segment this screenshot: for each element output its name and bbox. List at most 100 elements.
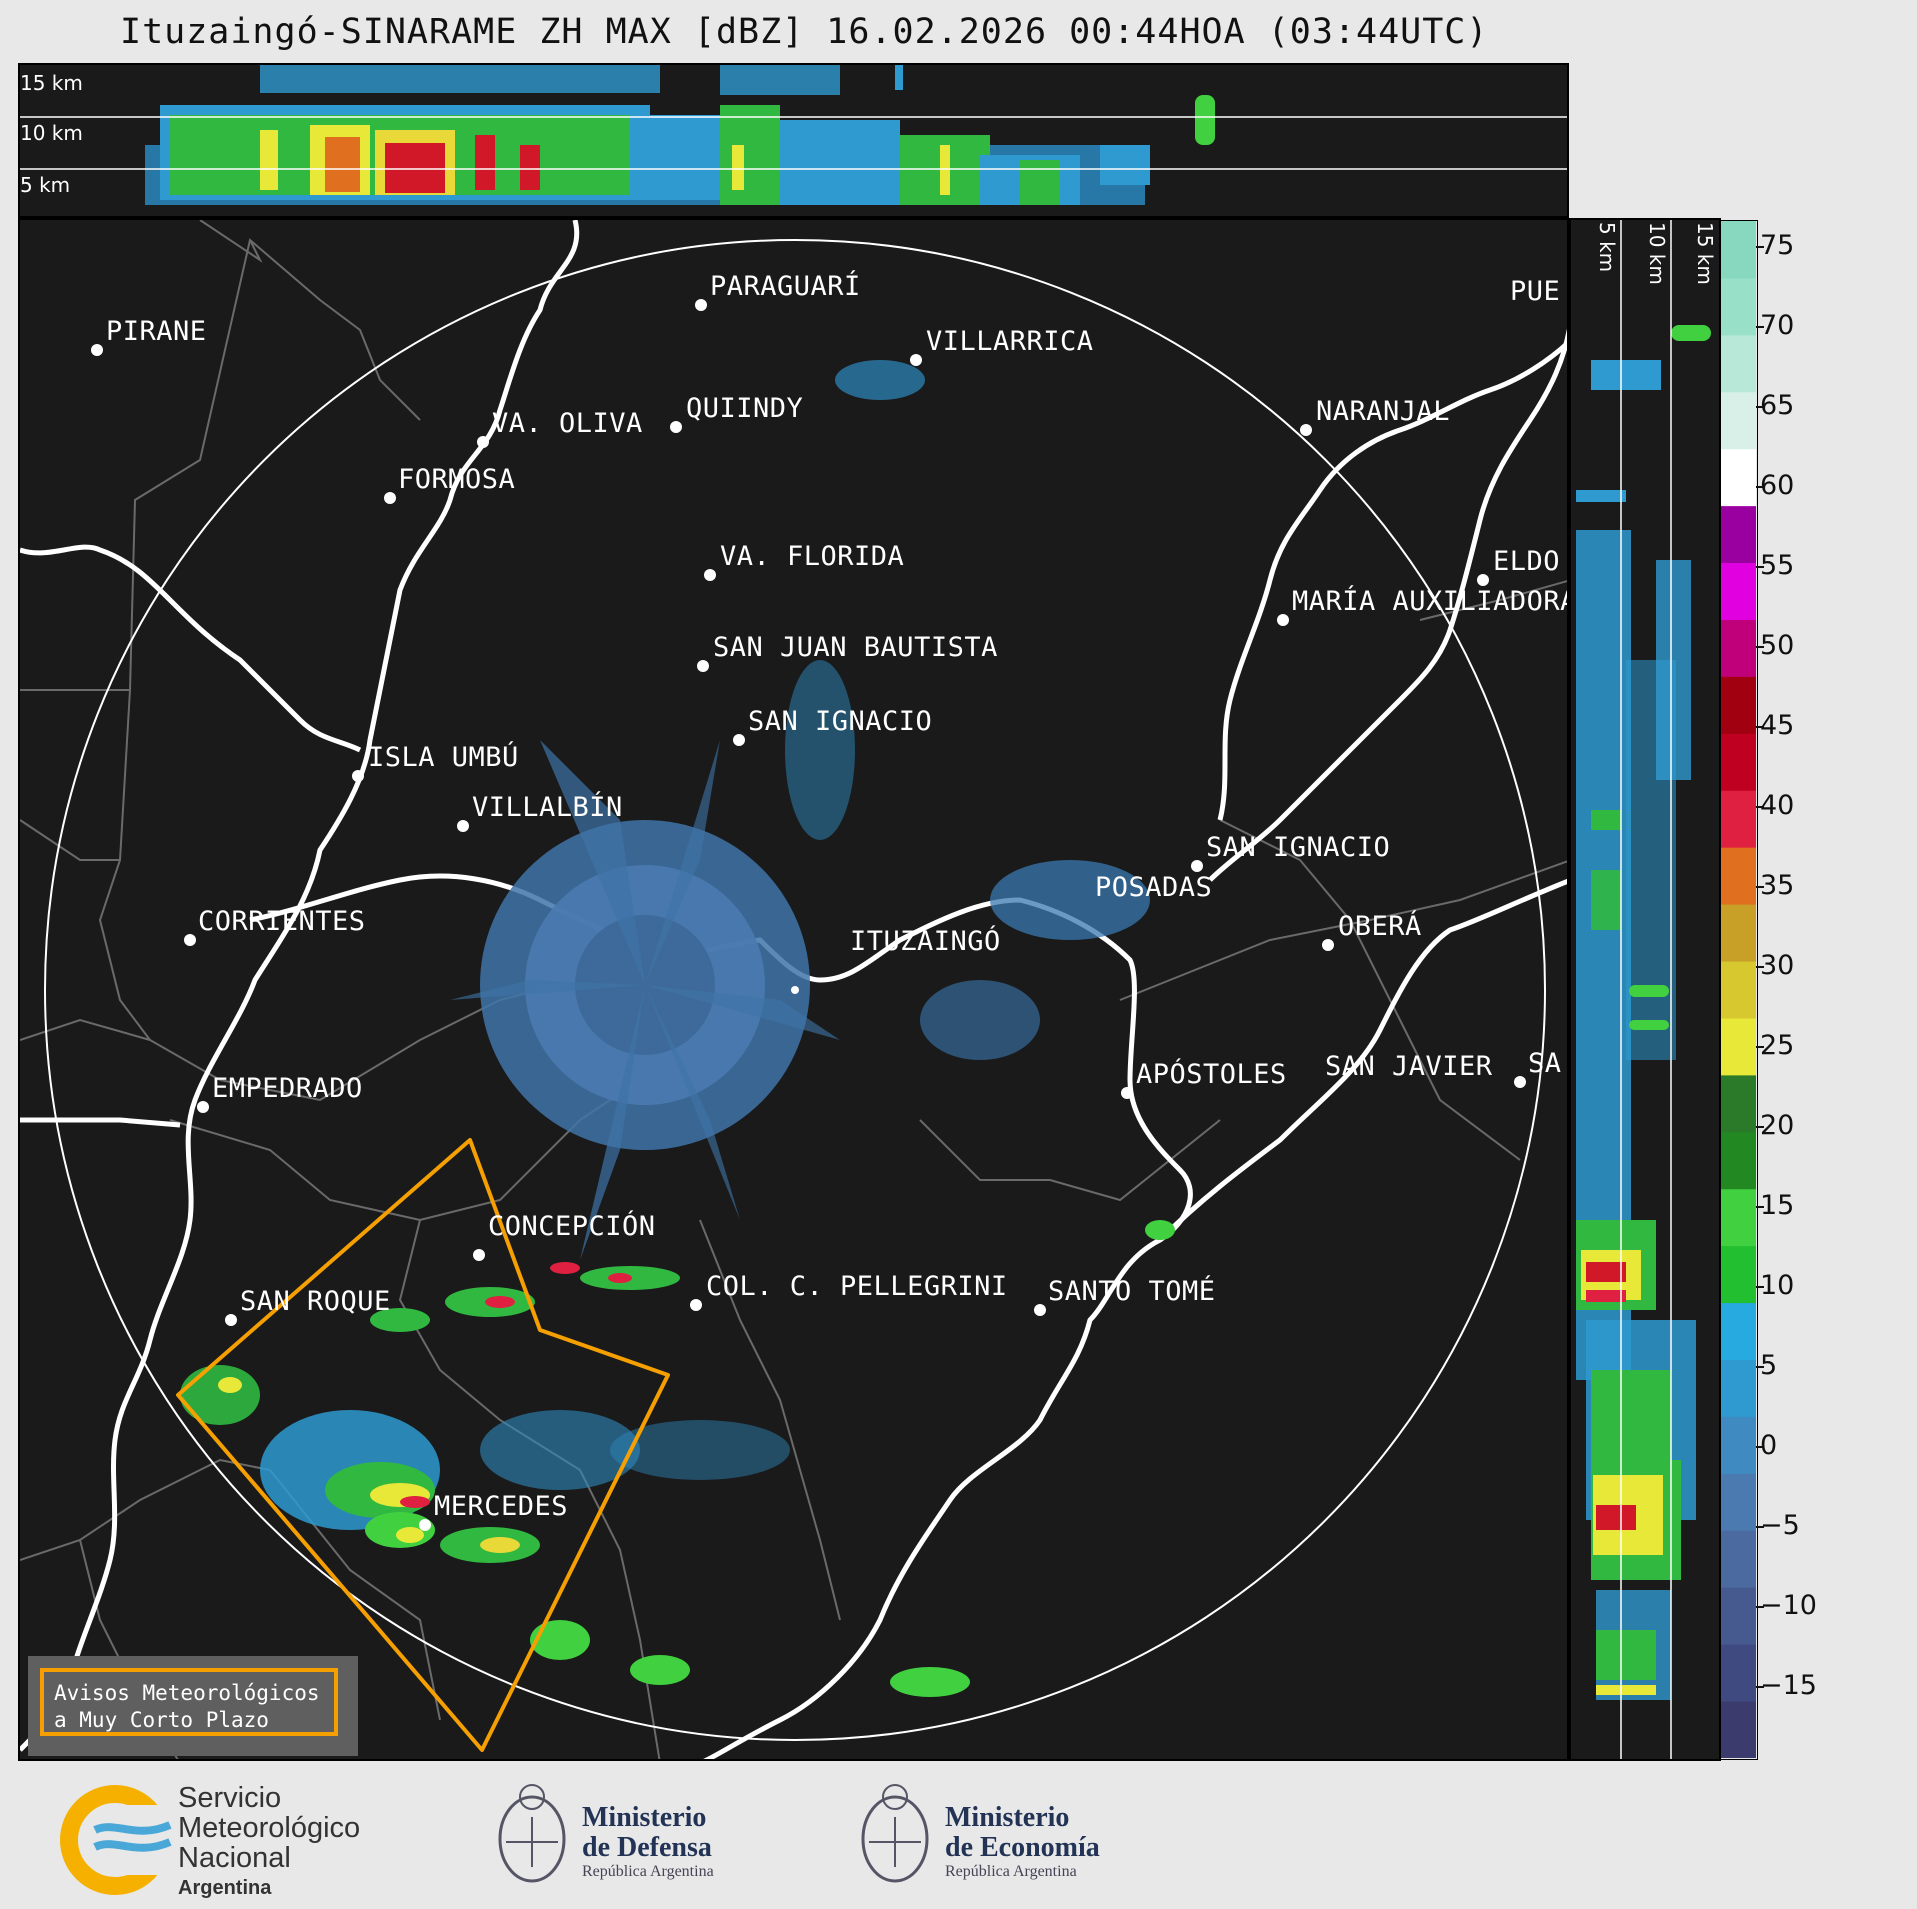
colorbar-segment — [1721, 391, 1756, 450]
city-dot-apostoles — [1121, 1087, 1133, 1099]
colorbar-segment — [1721, 847, 1756, 905]
colorbar-segment — [1721, 448, 1756, 507]
smn-logo-text: Servicio Meteorológico Nacional Argentin… — [178, 1783, 360, 1903]
smn-line1: Servicio — [178, 1782, 282, 1814]
cb-tick-40: 40 — [1755, 790, 1795, 821]
city-san-ignacio-ar: SAN IGNACIO — [1206, 832, 1390, 863]
economia-line3: República Argentina — [945, 1863, 1077, 1880]
admin-borders — [20, 220, 1567, 1759]
cb-tick-70: 70 — [1755, 310, 1795, 341]
side-echoes — [1576, 325, 1711, 1700]
cb-tick-55: 55 — [1755, 550, 1795, 581]
colorbar-segment — [1721, 277, 1756, 336]
dbz-colorbar — [1720, 220, 1758, 1760]
top-echoes — [145, 65, 1215, 205]
city-empedrado: EMPEDRADO — [212, 1073, 363, 1104]
city-ituzaingo: ITUZAINGÓ — [850, 925, 1001, 957]
cb-tick-10: 10 — [1755, 1270, 1795, 1301]
city-paraguari: PARAGUARÍ — [710, 270, 861, 302]
warning-polygon[interactable] — [176, 1138, 670, 1752]
economia-text: Ministerio de Economía República Argenti… — [945, 1803, 1100, 1881]
colorbar-segment — [1721, 1359, 1756, 1417]
cb-tick-75: 75 — [1755, 230, 1795, 261]
colorbar-segment — [1721, 790, 1756, 848]
cb-tick-minus5: −5 — [1756, 1510, 1800, 1541]
radar-map-svg: PIRANE PARAGUARÍ VILLARRICA QUIINDY VA. … — [20, 220, 1567, 1759]
city-markers: PIRANE PARAGUARÍ VILLARRICA QUIINDY VA. … — [91, 270, 1567, 1531]
colorbar-segment — [1721, 733, 1756, 791]
cb-tick-65: 65 — [1755, 390, 1795, 421]
city-dot-quiindy — [670, 421, 682, 433]
city-dot-obera — [1322, 939, 1334, 951]
colorbar-segment — [1721, 1416, 1756, 1474]
city-san-roque: SAN ROQUE — [240, 1286, 391, 1317]
colorbar-segment — [1721, 1644, 1756, 1702]
warning-legend-line1: Avisos Meteorológicos — [54, 1681, 320, 1705]
city-dot-isla-umbu — [352, 770, 364, 782]
city-col-pellegrini: COL. C. PELLEGRINI — [706, 1271, 1008, 1302]
city-dot-corrientes — [184, 934, 196, 946]
colorbar-segment — [1721, 619, 1756, 677]
economia-line2: de Economía — [945, 1832, 1100, 1863]
radar-range-ring — [44, 239, 1546, 1741]
top-cross-section-panel: 15 km 10 km 5 km — [18, 63, 1569, 218]
city-dot-va-florida — [704, 569, 716, 581]
colorbar-segment — [1721, 1701, 1756, 1759]
city-villarrica: VILLARRICA — [926, 326, 1094, 357]
city-dot-maria-auxiliadora — [1277, 614, 1289, 626]
city-dot-paraguari — [695, 299, 707, 311]
city-santo-tome: SANTO TOMÉ — [1048, 1275, 1216, 1307]
colorbar-segment — [1721, 334, 1756, 393]
city-san-javier: SAN JAVIER — [1325, 1051, 1493, 1082]
colorbar-segment — [1721, 1131, 1756, 1190]
side-label-5km: 5 km — [1595, 222, 1619, 273]
city-dot-formosa — [384, 492, 396, 504]
cb-tick-20: 20 — [1755, 1110, 1795, 1141]
city-dot-empedrado — [197, 1101, 209, 1113]
city-dot-san-ignacio-py — [733, 734, 745, 746]
city-dot-san-roque — [225, 1314, 237, 1326]
smn-line4: Argentina — [178, 1877, 272, 1899]
city-dot-san-ignacio-ar — [1191, 860, 1203, 872]
city-corrientes: CORRIENTES — [198, 906, 366, 937]
cb-tick-25: 25 — [1755, 1030, 1795, 1061]
city-dot-sa — [1514, 1076, 1526, 1088]
warning-legend-line2: a Muy Corto Plazo — [54, 1708, 269, 1732]
city-villalbin: VILLALBÍN — [472, 791, 623, 823]
colorbar-segment — [1721, 1302, 1756, 1361]
city-pirane: PIRANE — [106, 316, 207, 347]
defensa-emblem-icon — [498, 1784, 566, 1883]
colorbar-segment — [1721, 1530, 1756, 1588]
cb-tick-35: 35 — [1755, 870, 1795, 901]
city-apostoles: APÓSTOLES — [1136, 1058, 1287, 1090]
city-dot-san-juan-bautista — [697, 660, 709, 672]
cb-tick-5: 5 — [1755, 1350, 1778, 1381]
cb-tick-50: 50 — [1755, 630, 1795, 661]
colorbar-segment — [1721, 1188, 1756, 1247]
colorbar-segment — [1721, 1017, 1756, 1076]
top-label-5km: 5 km — [20, 173, 71, 197]
smn-line3: Nacional — [178, 1842, 291, 1874]
city-dot-eldo — [1477, 574, 1489, 586]
city-posadas: POSADAS — [1095, 872, 1212, 903]
city-dot-santo-tome — [1034, 1304, 1046, 1316]
city-va-florida: VA. FLORIDA — [720, 541, 904, 572]
city-dot-villalbin — [457, 820, 469, 832]
colorbar-segment — [1721, 505, 1756, 564]
city-sa: SA — [1528, 1048, 1562, 1079]
footer-logos: Servicio Meteorológico Nacional Argentin… — [0, 1763, 1917, 1909]
city-concepcion: CONCEPCIÓN — [488, 1210, 656, 1242]
colorbar-segment — [1721, 1587, 1756, 1645]
defensa-line3: República Argentina — [582, 1863, 714, 1880]
radar-echoes — [180, 360, 1175, 1697]
colorbar-segment — [1721, 1245, 1756, 1304]
cb-tick-minus15: −15 — [1756, 1670, 1817, 1701]
cb-tick-15: 15 — [1755, 1190, 1795, 1221]
city-san-ignacio-py: SAN IGNACIO — [748, 706, 932, 737]
city-dot-va-oliva — [477, 436, 489, 448]
colorbar-gradient — [1721, 221, 1756, 1759]
warning-legend-frame: Avisos Meteorológicos a Muy Corto Plazo — [40, 1668, 338, 1736]
colorbar-segment — [1721, 1473, 1756, 1531]
cb-tick-0: 0 — [1755, 1430, 1778, 1461]
defensa-line2: de Defensa — [582, 1832, 712, 1863]
